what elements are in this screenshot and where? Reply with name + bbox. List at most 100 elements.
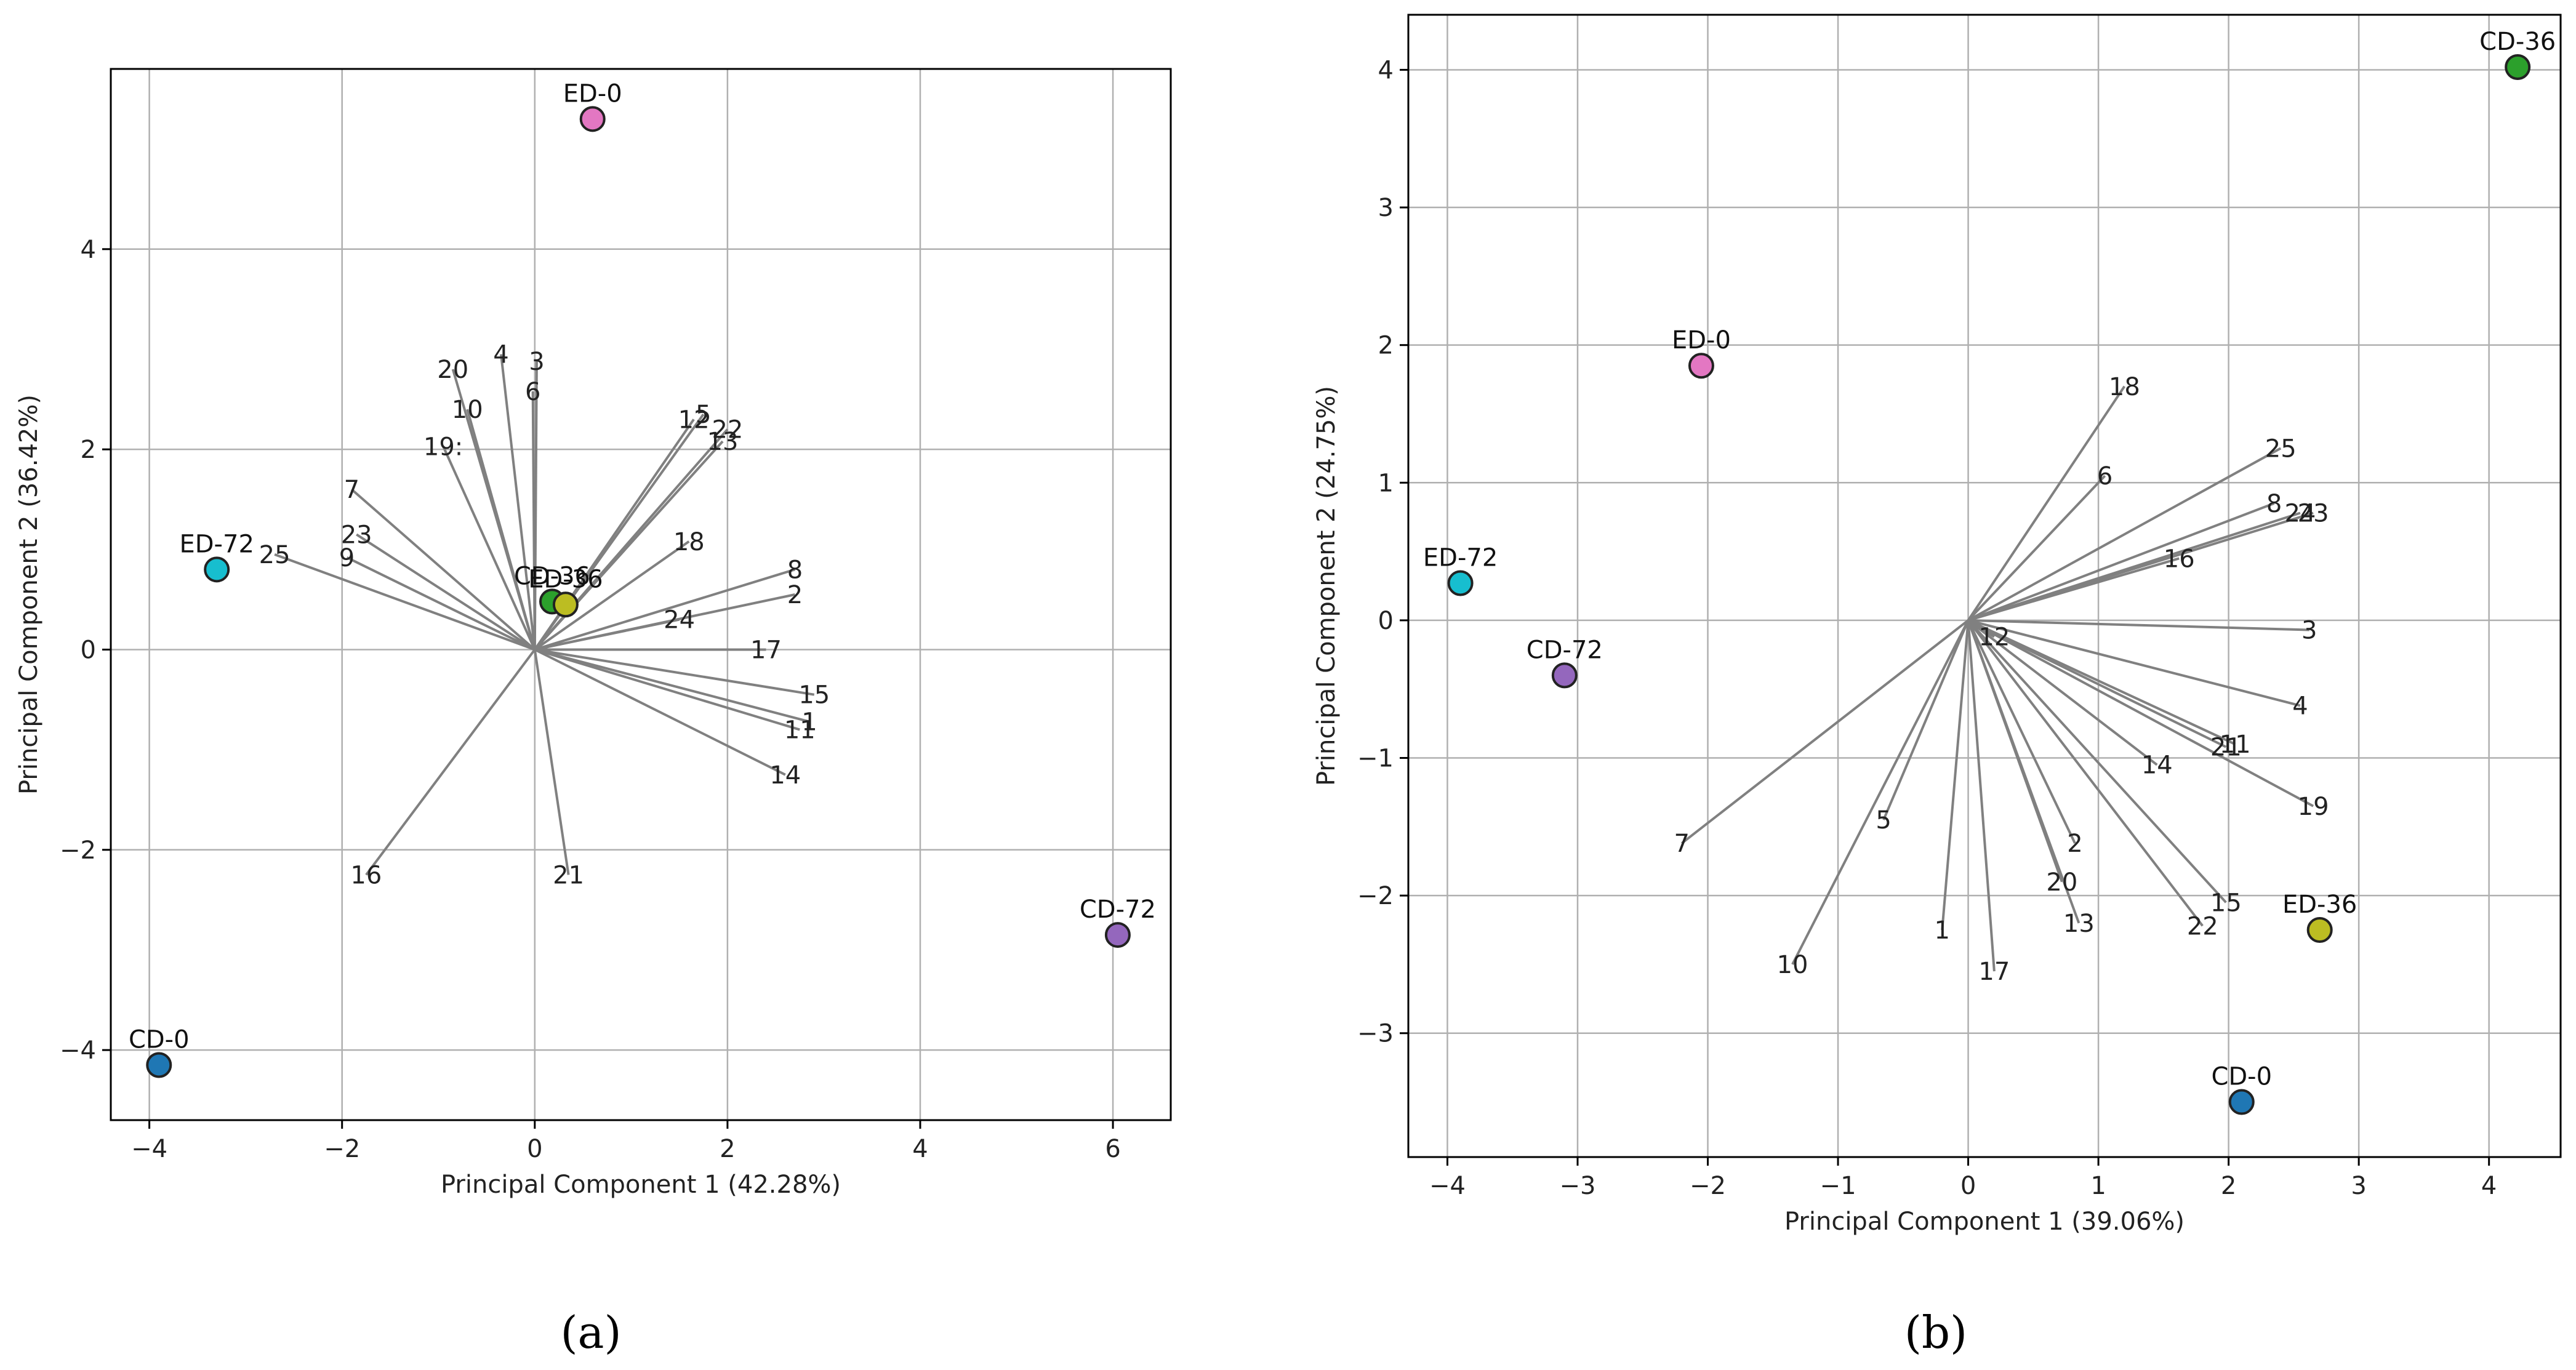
y-tick-label: 2 <box>1378 332 1394 360</box>
loading-vector-label: 15 <box>2210 889 2242 917</box>
loading-vector-label: 10 <box>1777 951 1808 979</box>
x-tick-label: 6 <box>1105 1135 1120 1163</box>
loading-vector <box>1967 511 2301 622</box>
sample-point-label: CD-36 <box>2479 28 2556 56</box>
loading-vector-label: 7 <box>344 476 359 504</box>
y-tick-label: −4 <box>60 1036 96 1065</box>
loading-vector <box>533 649 570 875</box>
sample-point-label: CD-36 <box>514 562 590 590</box>
sample-point <box>2306 917 2333 943</box>
loading-vector-label: 21 <box>553 861 584 889</box>
loading-vector-label: 19: <box>423 433 463 461</box>
loading-vector <box>356 533 536 651</box>
plot-frame <box>110 68 1172 1121</box>
loading-vector-label: 15 <box>798 681 830 710</box>
loading-vector-label: 9 <box>339 544 355 572</box>
loading-vector-label: 3 <box>2301 617 2317 645</box>
loading-vector <box>534 648 810 723</box>
x-tick-label: −3 <box>1559 1172 1595 1200</box>
panel-b: −4 −3 −2 −1 0 1 2 3 4−3−2−1012341234567810111213… <box>1312 14 2562 1358</box>
x-tick-label: 1 <box>2090 1172 2106 1200</box>
loading-vector <box>346 556 536 651</box>
loading-vector-label: 8 <box>2266 490 2282 518</box>
sample-point-label: CD-72 <box>1527 636 1603 664</box>
y-tick-label: 1 <box>1378 469 1394 497</box>
y-tick-label: −2 <box>60 836 96 865</box>
sample-point-label: CD-0 <box>129 1026 190 1054</box>
loading-vector-label: 4 <box>493 341 508 369</box>
sample-point <box>1551 662 1578 689</box>
loading-vector <box>531 391 536 650</box>
x-tick-label: −4 <box>131 1135 167 1163</box>
loading-vector <box>1967 619 2204 927</box>
loading-vector <box>534 540 690 651</box>
sample-point <box>579 106 606 132</box>
loading-vector-label: 24 <box>664 606 695 635</box>
loading-vector <box>274 553 536 651</box>
sample-point-label: ED-36 <box>528 565 603 593</box>
sample-point <box>1688 353 1714 379</box>
y-tick-label: −1 <box>1357 745 1394 773</box>
loading-vector-label: 11 <box>2220 731 2251 759</box>
x-tick-label: −2 <box>324 1135 360 1163</box>
loading-vector-label: 4 <box>2292 692 2308 721</box>
sample-point-label: ED-0 <box>1672 326 1731 355</box>
loading-vector <box>1967 620 1996 972</box>
sample-point-label: CD-72 <box>1080 895 1156 924</box>
loading-vector-label: 8 <box>787 556 803 584</box>
sample-point-label: CD-0 <box>2211 1063 2272 1091</box>
x-axis-label: Principal Component 1 (39.06%) <box>1784 1208 2185 1236</box>
loading-vector-label: 2 <box>787 581 803 609</box>
sample-point-label: ED-0 <box>563 79 622 108</box>
loading-vector-label: 3 <box>529 348 544 376</box>
y-axis-label: Principal Component 2 (36.42%) <box>15 395 43 795</box>
sample-point <box>2228 1089 2255 1115</box>
loading-vector <box>1967 620 2076 844</box>
loading-vector <box>1967 619 2314 807</box>
loading-vector <box>442 446 536 651</box>
loading-vector-label: 25 <box>2265 435 2297 463</box>
x-tick-label: 0 <box>1960 1172 1976 1200</box>
y-tick-label: 0 <box>1378 607 1394 635</box>
panel-label: (a) <box>560 1307 621 1358</box>
loading-vector-label: 23 <box>341 521 372 549</box>
loading-vector-label: 10 <box>452 396 483 424</box>
loading-vector-label: 6 <box>525 378 540 406</box>
loading-vector <box>534 648 800 731</box>
loading-vector-label: 17 <box>750 636 782 664</box>
loading-vector <box>534 648 815 696</box>
panel-label: (b) <box>1904 1307 1967 1358</box>
loading-vector-label: 6 <box>2097 462 2113 491</box>
x-tick-label: 2 <box>2221 1172 2236 1200</box>
loading-vector-label: 17 <box>1978 958 2010 986</box>
loading-vector-label: 13 <box>2063 910 2095 938</box>
loading-vector <box>451 369 536 651</box>
loading-vector <box>1680 619 1969 844</box>
loading-vector-label: 16 <box>350 861 382 889</box>
loading-vector <box>1967 619 2158 766</box>
loading-vector-label: 21 <box>2210 734 2242 762</box>
loading-vector-label: 1 <box>1935 916 1950 945</box>
x-tick-label: 4 <box>912 1135 928 1163</box>
panel-a: −4 −2 0 2 4 6−4−20241234567891011121314151617… <box>15 68 1172 1358</box>
loading-vector-label: 5 <box>696 401 711 429</box>
loading-vector <box>534 648 786 776</box>
loading-vector-label: 2 <box>2067 830 2082 858</box>
loading-vector <box>1968 619 2309 631</box>
sample-point-label: ED-36 <box>2282 891 2357 919</box>
loading-vector-label: 14 <box>769 761 801 790</box>
loading-vector-label: 22 <box>712 416 743 444</box>
y-axis-label: Principal Component 2 (24.75%) <box>1312 386 1341 786</box>
x-axis-label: Principal Component 1 (42.28%) <box>441 1171 841 1199</box>
sample-point <box>552 591 579 618</box>
y-tick-label: 4 <box>81 236 96 264</box>
loading-vector-label: 12 <box>1978 623 2010 652</box>
loading-vector-label: 24 <box>2284 499 2316 527</box>
x-tick-label: −4 <box>1429 1172 1466 1200</box>
loading-vector-label: 11 <box>784 716 816 745</box>
loading-vector-label: 5 <box>1876 806 1891 835</box>
loading-vector-label: 14 <box>2141 751 2173 780</box>
x-tick-label: 0 <box>527 1135 542 1163</box>
loading-vector-label: 7 <box>1674 830 1689 858</box>
